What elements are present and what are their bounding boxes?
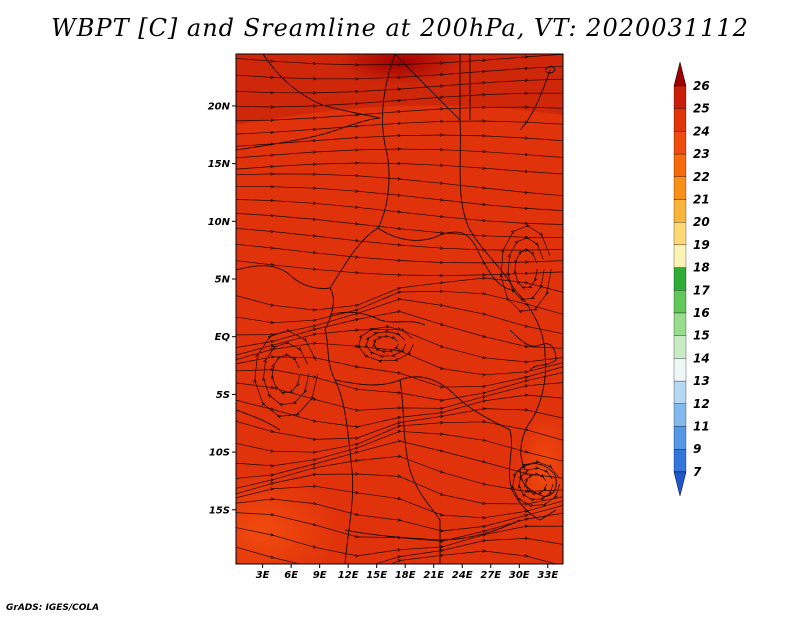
colorbar-swatch [673,176,687,200]
colorbar-swatch [673,85,687,109]
lon-tick-label: 27E [480,570,501,581]
colorbar-label: 24 [693,124,710,138]
colorbar-min-arrow [673,471,687,496]
colorbar-swatch [673,131,687,155]
lat-tick-label: 10S [209,448,230,459]
colorbar-label: 22 [693,170,710,184]
colorbar-swatch [673,449,687,473]
lon-tick-label: 24E [452,570,473,581]
colorbar-label: 17 [693,283,710,297]
streamline [236,149,563,159]
lat-tick-label: EQ [215,332,231,343]
streamline [513,462,561,506]
streamline [359,327,414,361]
colorbar-label: 9 [693,442,701,456]
streamline [230,551,558,564]
colorbar-label: 13 [693,374,710,388]
colorbar-label: 25 [693,102,710,116]
lon-tick-label: 33E [537,570,558,581]
chart-title: WBPT [C] and Sreamline at 200hPa, VT: 20… [51,14,749,42]
streamline [236,135,563,147]
streamline [236,163,563,175]
colorbar-swatch [673,312,687,336]
latitude-axis: 20N 15N 10N 5N EQ 5S 10S 15S [208,101,236,516]
lat-tick-label: 15N [208,159,231,170]
colorbar-label: 20 [693,215,710,229]
colorbar-label: 18 [693,261,710,275]
grads-credit: GrADS: IGES/COLA [6,603,100,613]
streamline [501,226,552,312]
lon-tick-label: 9E [313,570,327,581]
colorbar-swatch [673,358,687,382]
colorbar-label: 26 [693,79,710,93]
colorbar: 26 25 24 23 22 21 20 19 18 17 16 15 14 13 12 11 9 7 [673,61,710,496]
colorbar-max-arrow [673,61,687,87]
colorbar-label: 23 [693,147,710,161]
lat-tick-label: 10N [208,217,231,228]
lat-tick-label: 5N [215,275,231,286]
colorbar-label: 21 [693,193,710,207]
streamlines [230,54,563,564]
lon-tick-label: 6E [284,570,298,581]
colorbar-swatch [673,335,687,359]
country-borders [236,54,557,564]
colorbar-swatch [673,267,687,291]
colorbar-label: 19 [693,238,710,252]
lon-tick-label: 15E [366,570,387,581]
colorbar-label: 12 [693,397,710,411]
streamline [236,121,563,135]
colorbar-label: 7 [693,465,702,479]
lon-tick-label: 18E [395,570,416,581]
lat-tick-label: 5S [216,390,230,401]
streamline [236,65,563,79]
lon-tick-label: 12E [338,570,359,581]
lon-tick-label: 3E [256,570,270,581]
lon-tick-label: 30E [509,570,530,581]
lat-tick-label: 15S [209,505,230,516]
lat-tick-label: 20N [208,101,231,112]
colorbar-swatch [673,403,687,427]
colorbar-swatch [673,108,687,132]
colorbar-swatch [673,290,687,314]
colorbar-swatch [673,426,687,450]
colorbar-label: 11 [693,420,710,434]
colorbar-swatch [673,153,687,177]
colorbar-label: 15 [693,329,710,343]
colorbar-label: 16 [693,306,710,320]
lon-tick-label: 21E [423,570,444,581]
colorbar-swatch [673,199,687,223]
wbpt-warm-region [515,410,563,530]
colorbar-swatch [673,380,687,404]
streamline [255,331,318,417]
colorbar-label: 14 [693,351,710,365]
map-frame [235,53,564,565]
colorbar-swatch [673,222,687,246]
longitude-axis: 3E 6E 9E 12E 15E 18E 21E 24E 27E 30E 33E [256,564,558,581]
colorbar-swatch [673,244,687,268]
streamline [236,54,563,65]
map-panel: 20N 15N 10N 5N EQ 5S 10S 15S 3E 6E 9E 12E 15E 18E 21E… [208,53,564,581]
